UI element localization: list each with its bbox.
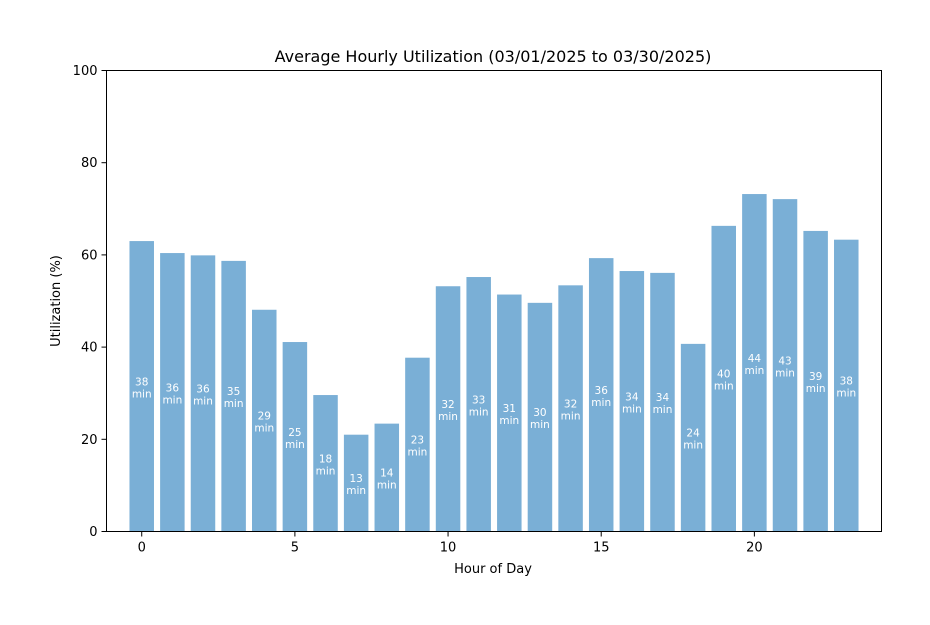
bar-label-hour-16: 34 min bbox=[622, 391, 642, 415]
bar-label-hour-11: 33 min bbox=[469, 394, 489, 418]
bar-hour-15 bbox=[588, 258, 614, 532]
bar-hour-22 bbox=[803, 230, 828, 532]
bar-label-hour-12: 31 min bbox=[499, 403, 519, 427]
bar-label-hour-7: 13 min bbox=[346, 473, 366, 497]
bar-label-hour-8: 14 min bbox=[377, 468, 397, 492]
x-tick-label-0: 0 bbox=[138, 541, 146, 556]
bar-hour-11 bbox=[466, 277, 491, 532]
bar-label-hour-22: 39 min bbox=[806, 371, 826, 395]
bar-label-hour-23: 38 min bbox=[836, 376, 856, 400]
bar-hour-19 bbox=[711, 225, 736, 532]
bar-hour-1 bbox=[160, 253, 185, 532]
bar-hour-13 bbox=[527, 302, 553, 532]
x-tick-label-5: 5 bbox=[291, 541, 299, 556]
bar-hour-9 bbox=[405, 357, 430, 532]
bar-label-hour-14: 32 min bbox=[561, 398, 581, 422]
y-axis-ticks: 0 20 40 60 80 100 bbox=[73, 64, 107, 540]
bars-group bbox=[129, 194, 859, 532]
bar-hour-10 bbox=[435, 286, 461, 532]
bar-label-hour-0: 38 min bbox=[132, 376, 152, 400]
y-tick-label-0: 0 bbox=[89, 525, 97, 540]
x-axis-ticks: 0 5 10 15 20 bbox=[138, 531, 763, 556]
bar-hour-18 bbox=[680, 343, 706, 532]
bar-hour-0 bbox=[129, 241, 154, 532]
bar-hour-21 bbox=[772, 199, 798, 532]
bar-hour-14 bbox=[558, 285, 583, 532]
bar-label-hour-4: 29 min bbox=[254, 411, 274, 435]
bar-label-hour-1: 36 min bbox=[162, 382, 182, 406]
x-axis-label: Hour of Day bbox=[454, 562, 532, 577]
chart-title: Average Hourly Utilization (03/01/2025 t… bbox=[275, 47, 712, 66]
y-tick-label-40: 40 bbox=[81, 341, 98, 356]
x-tick-label-10: 10 bbox=[440, 541, 457, 556]
bar-label-hour-21: 43 min bbox=[775, 355, 795, 379]
bar-hour-4 bbox=[252, 309, 277, 532]
x-tick-label-20: 20 bbox=[746, 541, 763, 556]
bar-hour-23 bbox=[834, 239, 859, 532]
y-tick-label-60: 60 bbox=[81, 248, 98, 263]
bar-hour-16 bbox=[619, 271, 645, 532]
x-tick-label-15: 15 bbox=[593, 541, 610, 556]
bar-hour-12 bbox=[497, 294, 522, 532]
bar-label-hour-2: 36 min bbox=[193, 383, 213, 407]
bar-hour-8 bbox=[374, 423, 400, 532]
bar-hour-17 bbox=[650, 272, 675, 532]
bar-label-hour-20: 44 min bbox=[744, 353, 764, 377]
y-tick-label-100: 100 bbox=[73, 64, 98, 79]
bar-hour-20 bbox=[742, 194, 767, 532]
y-axis-label: Utilization (%) bbox=[49, 255, 64, 347]
bar-hour-7 bbox=[343, 434, 369, 532]
bar-label-hour-10: 32 min bbox=[438, 399, 458, 423]
bar-hour-6 bbox=[313, 395, 338, 532]
bar-label-hour-6: 18 min bbox=[316, 453, 336, 477]
bar-hour-3 bbox=[221, 260, 246, 532]
plot-frame bbox=[106, 70, 882, 532]
bar-label-hour-9: 23 min bbox=[408, 435, 428, 459]
bar-label-hour-3: 35 min bbox=[224, 386, 244, 410]
bar-label-hour-5: 25 min bbox=[285, 427, 305, 451]
bar-label-hour-19: 40 min bbox=[714, 369, 734, 393]
bar-label-hour-17: 34 min bbox=[653, 392, 673, 416]
bar-labels-group: 38 min 36 min 36 min 35 min 29 min 25 min 18 min 13 min… bbox=[132, 353, 856, 497]
bar-label-hour-13: 30 min bbox=[530, 407, 550, 431]
bar-label-hour-18: 24 min bbox=[683, 428, 703, 452]
bar-hour-5 bbox=[282, 342, 308, 532]
bar-hour-2 bbox=[190, 255, 216, 532]
y-tick-label-80: 80 bbox=[81, 156, 98, 171]
y-tick-label-20: 20 bbox=[81, 433, 98, 448]
bar-label-hour-15: 36 min bbox=[591, 385, 611, 409]
